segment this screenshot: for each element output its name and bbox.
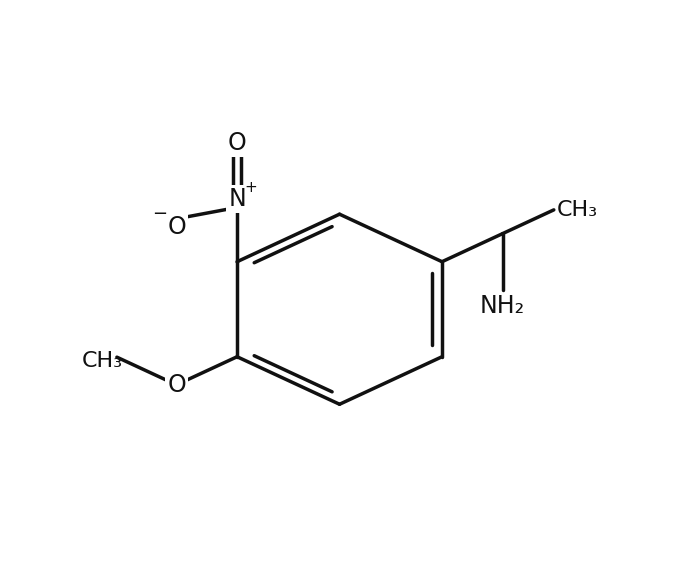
Text: CH₃: CH₃: [81, 351, 123, 371]
Text: +: +: [245, 180, 257, 195]
Text: N: N: [228, 187, 246, 211]
Text: −: −: [152, 205, 167, 223]
Text: NH₂: NH₂: [480, 294, 525, 318]
Text: O: O: [167, 215, 186, 239]
Text: O: O: [228, 131, 246, 155]
Text: O: O: [167, 373, 186, 397]
Text: CH₃: CH₃: [557, 200, 598, 220]
